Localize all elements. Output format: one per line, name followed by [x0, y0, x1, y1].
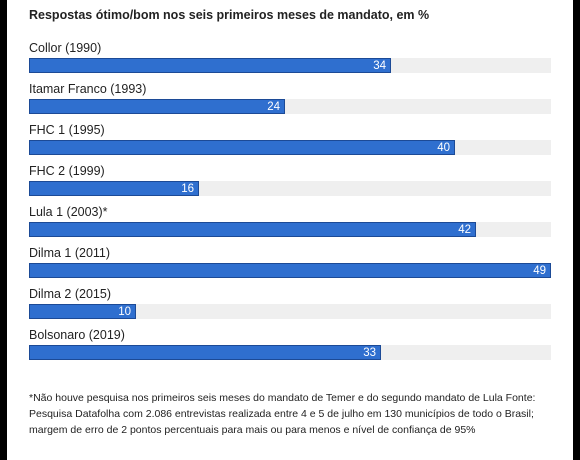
bar-track: 42 [29, 222, 551, 237]
bar-track: 33 [29, 345, 551, 360]
category-label: FHC 1 (1995) [29, 123, 105, 137]
bar-value-label: 33 [363, 347, 376, 359]
category-label: Dilma 2 (2015) [29, 287, 111, 301]
bar: 34 [29, 58, 391, 73]
footnote-line-3: margem de erro de 2 pontos percentuais p… [29, 424, 476, 436]
footnote-line-2: Pesquisa Datafolha com 2.086 entrevistas… [29, 408, 534, 420]
bar-track: 10 [29, 304, 551, 319]
bar-value-label: 49 [533, 265, 546, 277]
chart-card: Respostas ótimo/bom nos seis primeiros m… [7, 0, 573, 460]
category-label: Lula 1 (2003)* [29, 205, 108, 219]
bar-value-label: 40 [437, 142, 450, 154]
bar: 49 [29, 263, 551, 278]
bar: 16 [29, 181, 199, 196]
bar: 10 [29, 304, 136, 319]
category-label: Bolsonaro (2019) [29, 328, 125, 342]
bar-value-label: 10 [118, 306, 131, 318]
bar-track: 40 [29, 140, 551, 155]
bar: 33 [29, 345, 381, 360]
category-label: Itamar Franco (1993) [29, 82, 147, 96]
bar-track: 16 [29, 181, 551, 196]
category-label: Collor (1990) [29, 41, 102, 55]
bar-value-label: 16 [181, 183, 194, 195]
bar: 24 [29, 99, 285, 114]
category-label: Dilma 1 (2011) [29, 246, 111, 260]
bar: 42 [29, 222, 476, 237]
bar-track: 24 [29, 99, 551, 114]
bar-track: 49 [29, 263, 551, 278]
bar-track: 34 [29, 58, 551, 73]
bar-value-label: 24 [267, 101, 280, 113]
bar-value-label: 34 [373, 60, 386, 72]
chart-title: Respostas ótimo/bom nos seis primeiros m… [29, 8, 430, 22]
bar: 40 [29, 140, 455, 155]
footnote: *Não houve pesquisa nos primeiros seis m… [29, 390, 559, 438]
category-label: FHC 2 (1999) [29, 164, 105, 178]
footnote-line-1: *Não houve pesquisa nos primeiros seis m… [29, 392, 536, 404]
bar-value-label: 42 [458, 224, 471, 236]
